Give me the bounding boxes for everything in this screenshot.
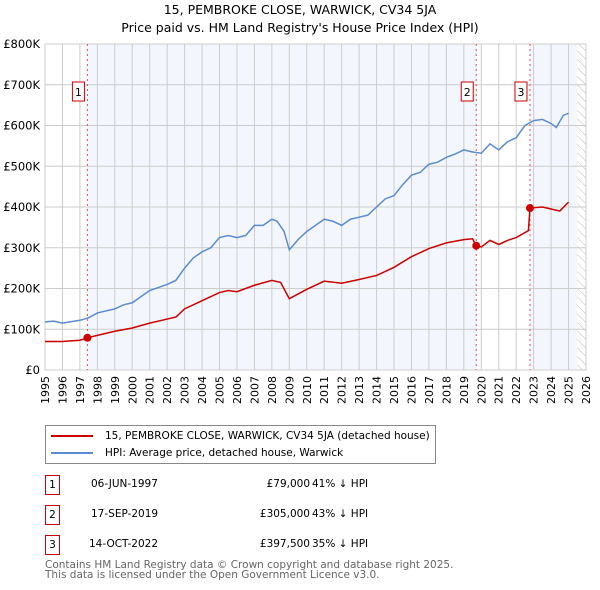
y-tick-label: £200K <box>3 282 40 296</box>
sale-date: 17-SEP-2019 <box>91 508 159 520</box>
sale-price: £397,500 <box>259 538 310 550</box>
y-tick-label: £0 <box>25 363 40 377</box>
footer: Contains HM Land Registry data © Crown c… <box>45 559 454 581</box>
x-tick-label: 2000 <box>126 376 139 404</box>
x-tick-label: 2007 <box>248 376 261 404</box>
x-tick-label: 2024 <box>545 376 558 404</box>
sale-date: 06-JUN-1997 <box>91 478 158 490</box>
x-tick-label: 2012 <box>336 376 349 404</box>
sale-marker-label: 2 <box>464 86 471 99</box>
x-tick-label: 2026 <box>580 376 593 404</box>
y-tick-label: £400K <box>3 200 40 214</box>
sale-marker-box <box>460 81 474 102</box>
plot-border <box>44 43 587 371</box>
sale-hpi-diff: 43% ↓ HPI <box>312 508 369 520</box>
x-tick-label: 2021 <box>493 376 506 404</box>
x-tick-label: 2020 <box>475 376 488 404</box>
x-tick-label: 2025 <box>563 376 576 404</box>
x-tick-label: 2005 <box>214 376 227 404</box>
sale-hpi-diff: 41% ↓ HPI <box>312 478 369 490</box>
sale-marker-label: 3 <box>517 86 524 99</box>
x-tick-label: 2017 <box>423 376 436 404</box>
x-tick-label: 2019 <box>458 376 471 404</box>
plot-area: 1995 1996 1997 1998 1999 2000 2001 2002 2003 2004… <box>3 37 593 404</box>
x-tick-label: 2006 <box>231 376 244 404</box>
sale-date: 14-OCT-2022 <box>89 538 158 550</box>
legend: 15, PEMBROKE CLOSE, WARWICK, CV34 5JA (d… <box>45 425 436 464</box>
footer-line: This data is licensed under the Open Gov… <box>45 569 380 581</box>
x-tick-label: 1996 <box>56 376 69 404</box>
x-tick-label: 1999 <box>109 376 122 404</box>
x-tick-label: 2001 <box>144 376 157 404</box>
legend-label: HPI: Average price, detached house, Warw… <box>105 447 344 459</box>
x-tick-label: 2002 <box>161 376 174 404</box>
x-tick-label: 2018 <box>440 376 453 404</box>
sale-price: £305,000 <box>259 508 310 520</box>
footer-line: Contains HM Land Registry data © Crown c… <box>45 559 454 571</box>
y-tick-label: £800K <box>3 37 40 51</box>
y-tick-label: £300K <box>3 241 40 255</box>
x-tick-label: 1998 <box>91 376 104 404</box>
sale-marker-label: 1 <box>75 86 82 99</box>
series-line <box>45 201 570 343</box>
legend-swatch <box>51 452 93 454</box>
x-tick-label: 2016 <box>405 376 418 404</box>
legend-label: 15, PEMBROKE CLOSE, WARWICK, CV34 5JA (d… <box>105 430 430 442</box>
sale-point <box>83 333 92 342</box>
x-tick-label: 2014 <box>371 376 384 404</box>
sale-marker-box <box>514 81 528 102</box>
sale-row: 2 17-SEP-2019 £305,000 43% ↓ HPI <box>45 505 465 525</box>
legend-item-hpi: HPI: Average price, detached house, Warw… <box>46 445 343 461</box>
x-tick-label: 2022 <box>510 376 523 404</box>
sale-hpi-diff: 35% ↓ HPI <box>312 538 369 550</box>
sale-point <box>472 241 481 250</box>
legend-item-property: 15, PEMBROKE CLOSE, WARWICK, CV34 5JA (d… <box>46 428 430 444</box>
series-line <box>44 112 569 324</box>
x-tick-label: 2003 <box>179 376 192 404</box>
x-tick-label: 2010 <box>301 376 314 404</box>
y-tick-label: £100K <box>3 322 40 336</box>
sale-marker-box <box>71 81 85 102</box>
x-tick-label: 2011 <box>318 376 331 404</box>
y-tick-label: £600K <box>3 119 40 133</box>
chart-subtitle: Price paid vs. HM Land Registry's House … <box>121 20 479 35</box>
x-tick-label: 2023 <box>528 376 541 404</box>
sale-marker-label: 2 <box>45 505 60 525</box>
x-tick-label: 2015 <box>388 376 401 404</box>
x-tick-label: 2004 <box>196 376 209 404</box>
y-tick-label: £500K <box>3 159 40 173</box>
sale-row: 3 14-OCT-2022 £397,500 35% ↓ HPI <box>45 535 465 555</box>
x-tick-label: 2008 <box>266 376 279 404</box>
y-tick-label: £700K <box>3 78 40 92</box>
chart-title: 15, PEMBROKE CLOSE, WARWICK, CV34 5JA <box>163 2 437 17</box>
sale-marker-label: 3 <box>45 535 60 555</box>
sale-price: £79,000 <box>266 478 310 490</box>
legend-swatch <box>51 435 93 437</box>
x-tick-label: 2009 <box>283 376 296 404</box>
sale-marker-label: 1 <box>45 475 60 495</box>
x-tick-label: 1997 <box>74 376 87 404</box>
sale-row: 1 06-JUN-1997 £79,000 41% ↓ HPI <box>45 475 465 495</box>
x-tick-label: 2013 <box>353 376 366 404</box>
sale-point <box>525 204 534 213</box>
x-tick-label: 1995 <box>39 376 52 404</box>
